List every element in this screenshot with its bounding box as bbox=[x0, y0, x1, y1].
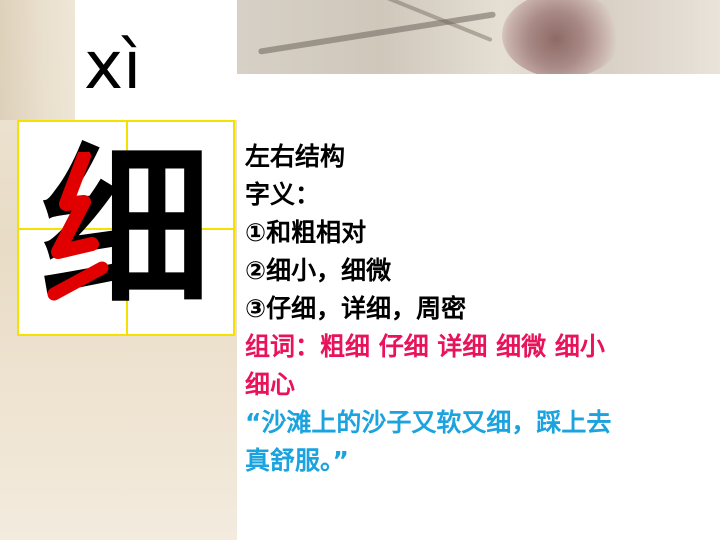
meaning-label: 字义： bbox=[245, 180, 321, 209]
explanation-text: 左右结构 字义： ①和粗相对 ②细小，细微 ③仔细，详细，周密 组词：粗细 仔细… bbox=[245, 138, 715, 480]
decorative-painting-banner bbox=[237, 0, 720, 74]
meaning-item-1: ①和粗相对 bbox=[245, 218, 367, 247]
pinyin-text: xì bbox=[84, 27, 142, 104]
words-line-1: 组词：粗细 仔细 详细 细微 细小 bbox=[245, 332, 605, 361]
meaning-item-2: ②细小，细微 bbox=[245, 256, 392, 285]
peony-decoration bbox=[502, 0, 622, 74]
structure-line: 左右结构 bbox=[245, 142, 346, 171]
character-glyph: 细 bbox=[40, 128, 211, 328]
grid-horizontal-line bbox=[19, 228, 233, 230]
meaning-item-3: ③仔细，详细，周密 bbox=[245, 294, 467, 323]
sentence-line-1: “沙滩上的沙子又软又细，踩上去 bbox=[245, 408, 612, 437]
branch-decoration bbox=[258, 11, 496, 55]
pinyin-box bbox=[75, 0, 237, 120]
sentence-line-2: 真舒服。” bbox=[245, 446, 349, 475]
words-line-2: 细心 bbox=[245, 370, 296, 399]
